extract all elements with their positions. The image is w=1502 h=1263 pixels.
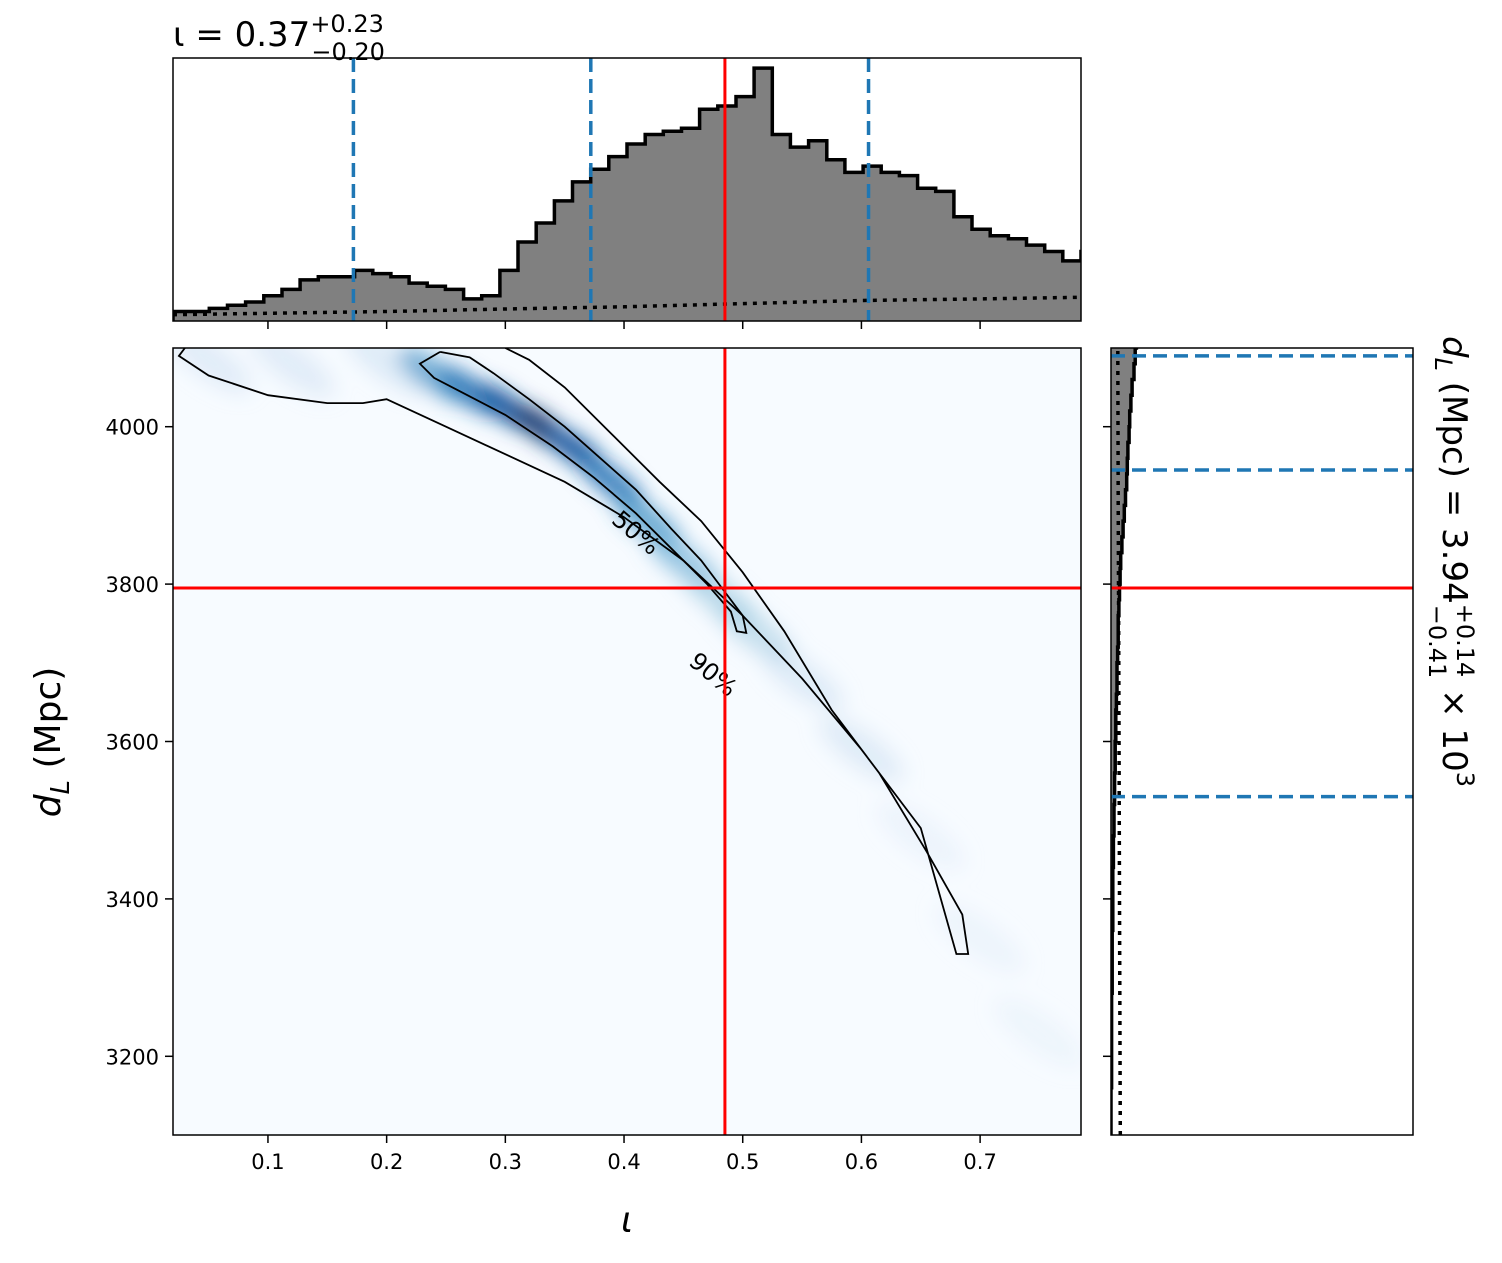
density-blob <box>877 802 965 870</box>
y-tick-label: 3400 <box>106 888 159 912</box>
y-tick-label: 3600 <box>106 731 159 755</box>
top-histogram-fill <box>173 68 1081 321</box>
joint-truth-lines <box>173 348 1081 1135</box>
density-blob <box>248 348 335 398</box>
top-prior-line <box>173 295 1081 317</box>
y-label-d: d <box>28 793 69 817</box>
x-tick-label: 0.2 <box>370 1150 403 1174</box>
right-panel-background <box>1111 348 1413 1135</box>
right-histogram-edge <box>1111 348 1139 1135</box>
y-tick-label: 3200 <box>106 1045 159 1069</box>
y-label-rest: (Mpc) <box>28 667 69 780</box>
x-tick-label: 0.5 <box>726 1150 759 1174</box>
joint-panel-ticks: 0.1 0.2 0.3 0.4 0.5 0.6 0.7 3200 3400 3600 3800 400… <box>106 416 997 1174</box>
y-label-sub: L <box>46 780 76 795</box>
right-histogram-layer <box>1111 348 1413 1135</box>
right-title-sub-l: L <box>1429 358 1457 371</box>
density-blob <box>173 348 252 394</box>
top-panel-frame <box>172 57 1082 322</box>
top-panel-ticks <box>267 321 981 329</box>
right-prior-line <box>1116 348 1123 1135</box>
right-title-sup: +0.14 <box>1451 604 1479 678</box>
density-blob <box>580 457 644 507</box>
joint-panel-background <box>173 348 1081 1135</box>
right-marginal-panel: dL (Mpc) = 3.94+0.14−0.41 × 103 <box>1103 336 1479 1136</box>
y-axis-label: dL (Mpc) <box>28 667 76 818</box>
top-histogram-layer <box>173 58 1081 321</box>
density-blob <box>345 348 429 395</box>
right-panel-ticks <box>1103 425 1111 1058</box>
top-title-sup: +0.23 <box>310 10 384 38</box>
top-marginal-panel: ι = 0.37+0.23 −0.20 <box>172 10 1082 329</box>
right-title-d: d <box>1434 336 1474 358</box>
density-blob <box>935 903 1025 973</box>
contour-90pct <box>177 348 970 955</box>
contour-50pct <box>418 351 748 635</box>
y-tick-label: 3800 <box>106 573 159 597</box>
top-title-main: ι = 0.37 <box>173 15 310 55</box>
x-tick-label: 0.1 <box>251 1150 284 1174</box>
right-panel-title: dL (Mpc) = 3.94+0.14−0.41 × 103 <box>1423 336 1479 787</box>
right-title-sub2: −0.41 <box>1423 605 1451 679</box>
density-blob <box>994 997 1081 1068</box>
right-title-exp: 3 <box>1451 772 1479 787</box>
x-tick-label: 0.6 <box>845 1150 878 1174</box>
right-title-tail: × 10 <box>1434 678 1474 771</box>
x-tick-label: 0.4 <box>607 1150 640 1174</box>
y-tick-label: 4000 <box>106 416 159 440</box>
top-histogram-edge <box>173 66 1081 321</box>
top-panel-title: ι = 0.37+0.23 −0.20 <box>173 10 385 66</box>
x-tick-label: 0.7 <box>963 1150 996 1174</box>
x-tick-label: 0.3 <box>489 1150 522 1174</box>
right-title-rest: (Mpc) = 3.94 <box>1434 371 1474 604</box>
top-title-sub: −0.20 <box>311 38 385 66</box>
x-axis-label: ι <box>621 1200 633 1241</box>
joint-panel: 50%90% 0.1 0.2 0.3 0.4 0.5 0.6 0.7320034003600… <box>106 347 1082 1174</box>
